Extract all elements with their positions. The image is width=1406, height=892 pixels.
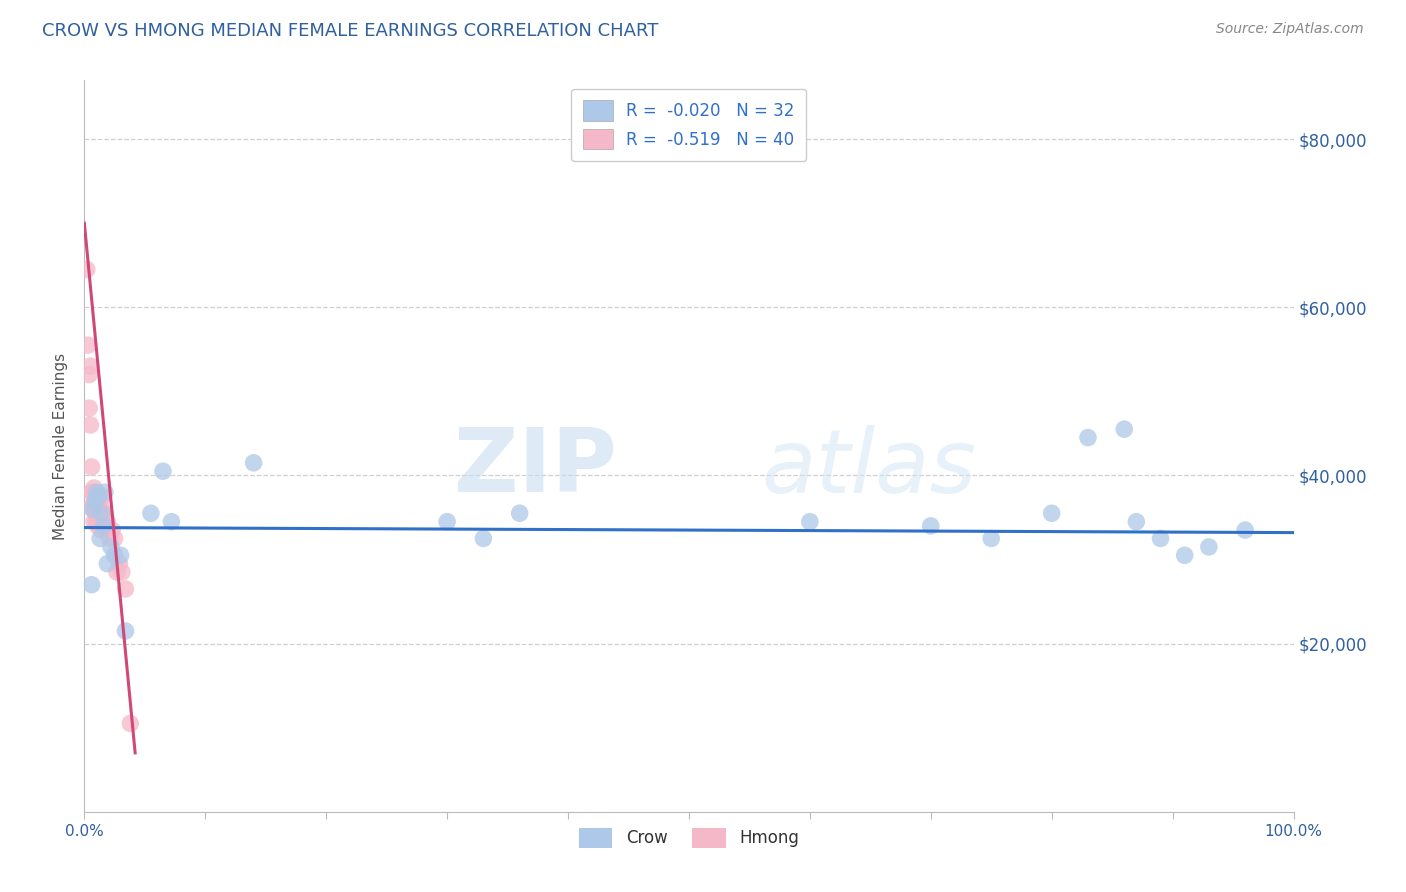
Point bbox=[1149, 532, 1171, 546]
Point bbox=[436, 515, 458, 529]
Point bbox=[98, 532, 121, 546]
Point bbox=[89, 532, 111, 546]
Point bbox=[93, 519, 115, 533]
Point bbox=[84, 493, 107, 508]
Point bbox=[83, 481, 105, 495]
Point bbox=[242, 456, 264, 470]
Point bbox=[1114, 422, 1136, 436]
Point bbox=[90, 506, 112, 520]
Point bbox=[86, 506, 108, 520]
Point bbox=[108, 557, 131, 571]
Point bbox=[110, 549, 132, 563]
Point bbox=[82, 485, 104, 500]
Point bbox=[90, 523, 112, 537]
Point bbox=[94, 506, 117, 520]
Point bbox=[96, 515, 118, 529]
Point bbox=[82, 502, 104, 516]
Point bbox=[79, 417, 101, 432]
Point bbox=[96, 523, 118, 537]
Point bbox=[77, 401, 100, 416]
Point bbox=[76, 262, 98, 277]
Point bbox=[104, 532, 127, 546]
Legend: Crow, Hmong: Crow, Hmong bbox=[572, 821, 806, 855]
Text: ZIP: ZIP bbox=[454, 425, 616, 511]
Point bbox=[1040, 506, 1063, 520]
Point bbox=[82, 502, 104, 516]
Point bbox=[980, 532, 1002, 546]
Point bbox=[101, 523, 124, 537]
Y-axis label: Median Female Earnings: Median Female Earnings bbox=[53, 352, 69, 540]
Point bbox=[86, 490, 108, 504]
Point bbox=[160, 515, 183, 529]
Point bbox=[1234, 523, 1257, 537]
Point bbox=[82, 498, 104, 512]
Point bbox=[94, 485, 117, 500]
Point bbox=[91, 490, 114, 504]
Point bbox=[89, 498, 111, 512]
Point bbox=[79, 359, 101, 373]
Point bbox=[96, 557, 118, 571]
Point bbox=[1174, 549, 1197, 563]
Point bbox=[114, 624, 136, 638]
Point bbox=[77, 338, 100, 352]
Point bbox=[86, 515, 108, 529]
Point bbox=[80, 485, 103, 500]
Point bbox=[114, 582, 136, 596]
Point bbox=[1077, 431, 1099, 445]
Point bbox=[920, 519, 942, 533]
Point bbox=[89, 506, 111, 520]
Point bbox=[120, 716, 142, 731]
Point bbox=[152, 464, 174, 478]
Point bbox=[472, 532, 495, 546]
Point bbox=[799, 515, 821, 529]
Point bbox=[1198, 540, 1220, 554]
Point bbox=[84, 506, 107, 520]
Point bbox=[1125, 515, 1147, 529]
Point bbox=[80, 460, 103, 475]
Text: CROW VS HMONG MEDIAN FEMALE EARNINGS CORRELATION CHART: CROW VS HMONG MEDIAN FEMALE EARNINGS COR… bbox=[42, 22, 658, 40]
Point bbox=[86, 506, 108, 520]
Point bbox=[104, 549, 127, 563]
Point bbox=[83, 498, 105, 512]
Point bbox=[90, 506, 112, 520]
Point bbox=[139, 506, 162, 520]
Point bbox=[77, 368, 100, 382]
Text: atlas: atlas bbox=[762, 425, 976, 511]
Point bbox=[111, 565, 134, 579]
Point bbox=[105, 565, 128, 579]
Point bbox=[87, 498, 110, 512]
Point bbox=[83, 515, 105, 529]
Point bbox=[86, 485, 108, 500]
Point bbox=[86, 519, 108, 533]
Point bbox=[80, 578, 103, 592]
Point bbox=[93, 506, 115, 520]
Point bbox=[94, 515, 117, 529]
Point bbox=[84, 493, 107, 508]
Point bbox=[100, 540, 122, 554]
Point bbox=[509, 506, 531, 520]
Text: Source: ZipAtlas.com: Source: ZipAtlas.com bbox=[1216, 22, 1364, 37]
Point bbox=[87, 490, 110, 504]
